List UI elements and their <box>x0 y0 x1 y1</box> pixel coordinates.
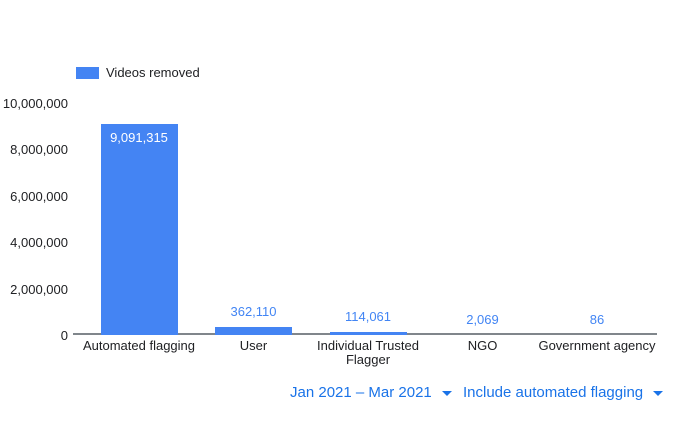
x-axis-category-label: Individual Trusted Flagger <box>317 338 419 367</box>
y-axis-tick-label: 2,000,000 <box>10 281 68 297</box>
chevron-down-icon <box>653 391 664 396</box>
date-range-label: Jan 2021 – Mar 2021 <box>290 384 432 401</box>
bar-value-label: 2,069 <box>466 311 499 327</box>
x-axis-category-label: User <box>239 338 268 353</box>
flagging-filter-dropdown[interactable]: Include automated flagging <box>463 384 664 401</box>
flagging-filter-label: Include automated flagging <box>463 384 644 401</box>
y-axis-tick-label: 0 <box>60 328 68 343</box>
bar-user[interactable] <box>215 326 292 335</box>
x-axis-category-label: Government agency <box>538 338 656 353</box>
chart-controls: Jan 2021 – Mar 2021 Include automated fl… <box>0 384 679 404</box>
bar-value-label: 86 <box>589 311 605 327</box>
bar-value-label: 362,110 <box>230 303 277 319</box>
x-axis-category-label: Automated flagging <box>82 338 196 353</box>
legend-label: Videos removed <box>106 65 200 80</box>
legend: Videos removed <box>76 66 200 80</box>
bar-value-label: 9,091,315 <box>110 130 168 146</box>
chevron-down-icon <box>441 391 452 396</box>
y-axis-tick-label: 10,000,000 <box>2 96 68 111</box>
y-axis-tick-label: 8,000,000 <box>10 142 68 158</box>
x-axis-category-label: NGO <box>467 338 498 353</box>
date-range-dropdown[interactable]: Jan 2021 – Mar 2021 <box>290 384 452 401</box>
legend-swatch-icon <box>76 67 99 79</box>
bar-value-label: 114,061 <box>344 309 392 325</box>
y-axis-tick-label: 4,000,000 <box>10 235 68 251</box>
y-axis-tick-label: 6,000,000 <box>10 188 68 204</box>
bar-individual-trusted-flagger[interactable] <box>329 332 407 335</box>
bar-automated-flagging[interactable] <box>100 124 178 335</box>
